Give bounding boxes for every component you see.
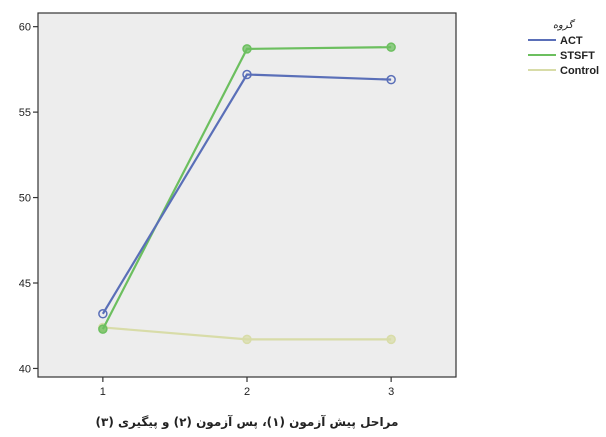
- legend-label-control: Control: [560, 65, 599, 77]
- x-axis: 1 2 3: [100, 377, 394, 398]
- series-layer: [98, 42, 396, 345]
- data-point-act: [98, 309, 108, 319]
- x-tick-label: 2: [244, 386, 250, 398]
- data-point-control: [386, 334, 396, 345]
- y-tick-label: 40: [19, 363, 31, 375]
- x-axis-label: مراحل پیش آزمون (۱)، پس آزمون (۲) و پیگی…: [96, 414, 399, 430]
- y-tick-label: 50: [19, 193, 31, 205]
- legend-title: گروه: [553, 19, 577, 31]
- y-tick-label: 60: [19, 22, 31, 34]
- legend: گروه ACT STSFT Control: [528, 19, 599, 77]
- data-point-stsft: [242, 44, 252, 54]
- y-tick-label: 45: [19, 278, 31, 290]
- legend-label-stsft: STSFT: [560, 50, 595, 62]
- data-point-act: [242, 69, 252, 80]
- y-axis: 40 45 50 55 60: [19, 22, 38, 375]
- data-point-act: [386, 74, 396, 85]
- data-point-stsft: [98, 324, 108, 334]
- y-tick-label: 55: [19, 107, 31, 119]
- series-line-act: [101, 73, 392, 315]
- plot-area: [37, 12, 457, 378]
- data-point-control: [242, 334, 252, 345]
- legend-label-act: ACT: [560, 35, 583, 47]
- x-tick-label: 3: [388, 386, 394, 398]
- data-point-stsft: [386, 42, 396, 52]
- x-tick-label: 1: [100, 386, 106, 398]
